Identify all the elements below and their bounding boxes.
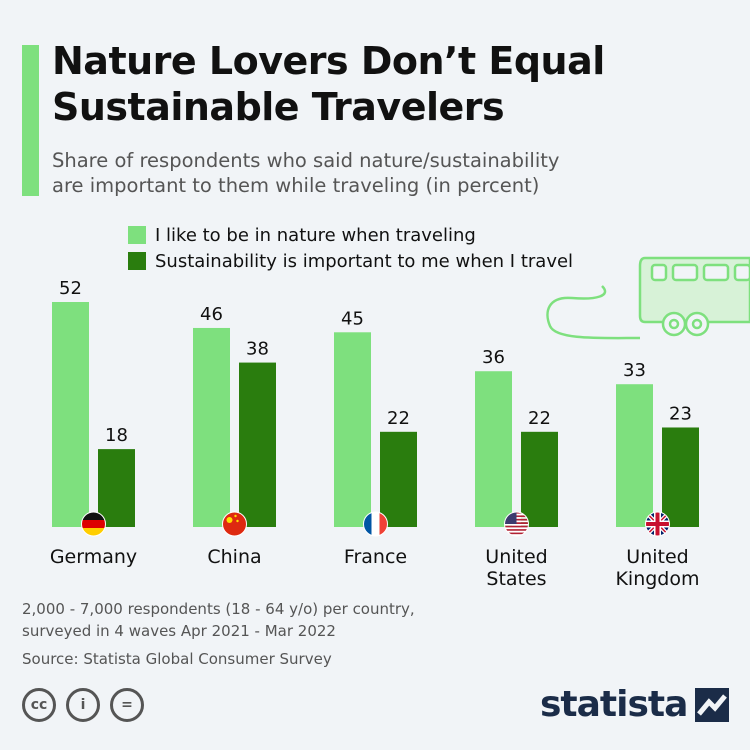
data-label-0-3: 36 (482, 347, 505, 368)
bar-sustainability-0 (98, 449, 135, 527)
data-label-1-2: 22 (387, 408, 410, 429)
bar-sustainability-3 (521, 431, 558, 527)
source-text: Source: Statista Global Consumer Survey (22, 650, 332, 668)
statista-logo[interactable]: statista (540, 684, 730, 725)
germany-flag (81, 511, 106, 537)
bar-sustainability-1 (239, 362, 276, 527)
license-icons: cc i = (22, 688, 144, 722)
chart-title: Nature Lovers Don’t Equal Sustainable Tr… (52, 38, 692, 130)
statista-mark-icon (695, 687, 730, 722)
bar-nature-4 (616, 384, 653, 527)
footnote: 2,000 - 7,000 respondents (18 - 64 y/o) … (22, 598, 415, 670)
france-flag (363, 511, 388, 537)
note-line-1: 2,000 - 7,000 respondents (18 - 64 y/o) … (22, 600, 415, 618)
bar-sustainability-4 (662, 427, 699, 527)
no-derivatives-icon[interactable]: = (110, 688, 144, 722)
logo-text: statista (540, 684, 688, 725)
data-label-1-1: 38 (246, 339, 269, 360)
bar-sustainability-2 (380, 431, 417, 527)
bar-nature-0 (52, 302, 89, 527)
bar-nature-3 (475, 371, 512, 527)
uk-flag (645, 511, 670, 537)
category-label-1-0: China (207, 546, 261, 568)
bus-icon (546, 256, 750, 340)
category-label-0-0: Germany (50, 546, 137, 568)
category-label-4-0: United (626, 546, 688, 568)
accent-bar (22, 45, 39, 196)
legend-item-sustainability: Sustainability is important to me when I… (128, 248, 573, 274)
data-label-0-2: 45 (341, 308, 364, 329)
legend: I like to be in nature when traveling Su… (128, 222, 573, 274)
bar-nature-2 (334, 332, 371, 527)
note-line-2: surveyed in 4 waves Apr 2021 - Mar 2022 (22, 622, 336, 640)
title-line-2: Sustainable Travelers (52, 85, 505, 129)
category-label-3-0: United (485, 546, 547, 568)
data-label-0-1: 46 (200, 304, 223, 325)
legend-label-nature: I like to be in nature when traveling (155, 224, 476, 246)
data-label-0-4: 33 (623, 360, 646, 381)
chart-subtitle: Share of respondents who said nature/sus… (52, 148, 692, 198)
bar-nature-1 (193, 327, 230, 527)
data-label-1-3: 22 (528, 408, 551, 429)
category-label-2-0: France (344, 546, 407, 568)
subtitle-line-1: Share of respondents who said nature/sus… (52, 149, 560, 172)
legend-item-nature: I like to be in nature when traveling (128, 222, 573, 248)
title-line-1: Nature Lovers Don’t Equal (52, 39, 605, 83)
attribution-icon[interactable]: i (66, 688, 100, 722)
china-flag (222, 511, 247, 537)
data-label-1-4: 23 (669, 403, 692, 424)
legend-label-sustainability: Sustainability is important to me when I… (155, 250, 574, 272)
category-label-3-1: States (486, 568, 546, 590)
legend-swatch-sustainability (128, 252, 146, 270)
usa-flag (504, 511, 529, 537)
category-label-4-1: Kingdom (615, 568, 699, 590)
data-label-1-0: 18 (105, 425, 128, 446)
legend-swatch-nature (128, 226, 146, 244)
creative-commons-icon[interactable]: cc (22, 688, 56, 722)
data-label-0-0: 52 (59, 278, 82, 299)
subtitle-line-2: are important to them while traveling (i… (52, 174, 540, 197)
bar-chart: 52 18 Germany 46 38 China 45 22 France 36 22 United… (50, 256, 750, 590)
